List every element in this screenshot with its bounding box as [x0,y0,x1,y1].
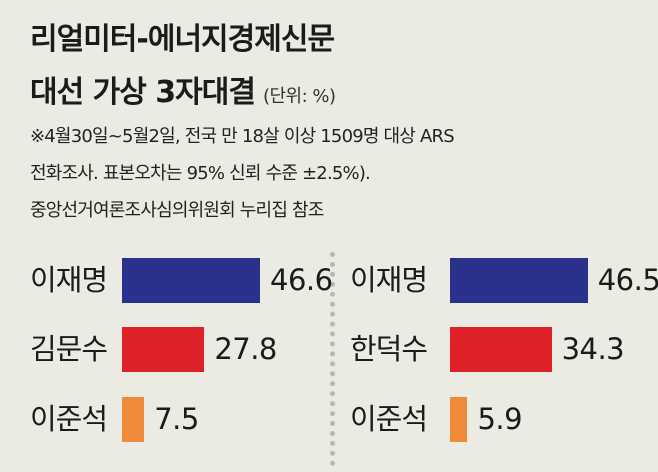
candidate-label: 이준석 [30,402,108,436]
value-label: 5.9 [477,402,523,436]
chart-title-line-2-text: 대선 가상 3자대결 [30,75,256,110]
candidate-label: 김문수 [30,332,108,366]
chart-title-line-2: 대선 가상 3자대결 (단위: %) [30,78,336,108]
bar-mark [450,327,552,372]
candidate-label: 이재명 [350,263,428,297]
survey-note-line-2: 전화조사. 표본오차는 95% 신뢰 수준 ±2.5%). [30,163,371,184]
bar-mark [450,397,468,442]
survey-note-line-1: ※4월30일~5월2일, 전국 만 18살 이상 1509명 대상 ARS [30,126,455,147]
bar-mark [122,327,205,372]
candidate-label: 한덕수 [350,332,428,366]
value-label: 27.8 [214,332,277,366]
value-label: 34.3 [561,332,625,366]
survey-note-line-3: 중앙선거여론조사심의위원회 누리집 참조 [30,200,324,221]
value-label: 7.5 [154,402,199,436]
panel-divider [330,252,335,466]
chart-title-line-1: 리얼미터-에너지경제신문 [30,22,335,57]
value-label: 46.6 [270,263,333,297]
bar-mark [122,258,260,303]
bar-mark [122,397,145,442]
candidate-label: 이준석 [350,402,428,436]
unit-label: (단위: %) [262,86,336,107]
bar-mark [450,258,588,303]
value-label: 46.5 [597,263,658,297]
candidate-label: 이재명 [30,263,108,297]
